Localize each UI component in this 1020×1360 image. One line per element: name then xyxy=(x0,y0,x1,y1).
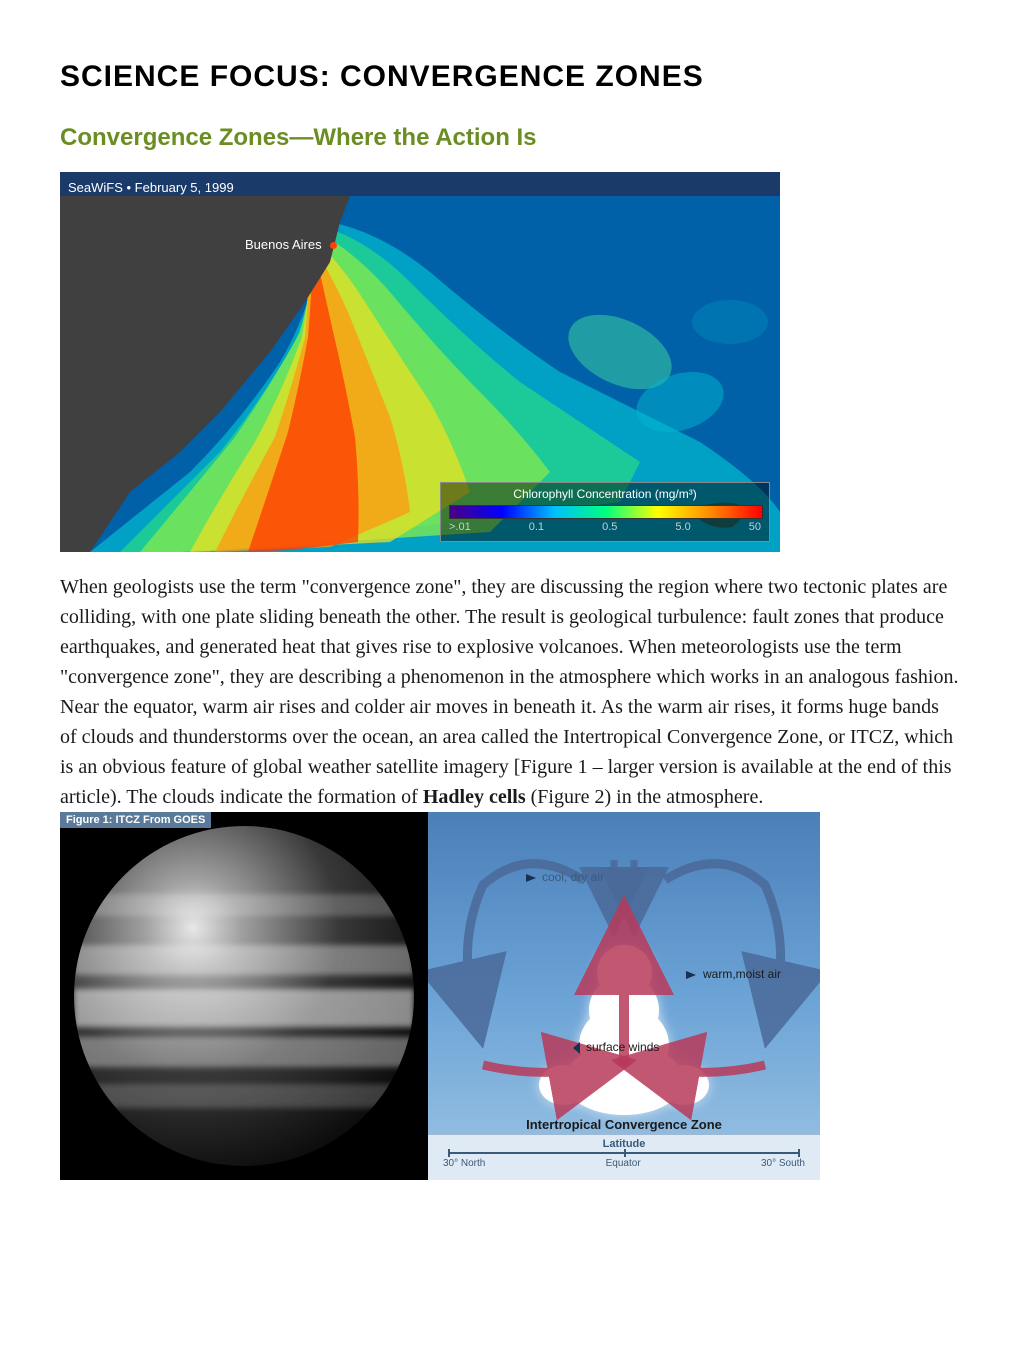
latitude-axis: Latitude 30° North Equator 30° South xyxy=(428,1134,820,1180)
figure-2-container: Figure 2: Hadley Cell Circulation xyxy=(428,812,820,1180)
colorbar-legend: Chlorophyll Concentration (mg/m³) >.01 0… xyxy=(440,482,770,542)
tick: 5.0 xyxy=(675,521,690,533)
latitude-line xyxy=(448,1152,800,1154)
colorbar-title: Chlorophyll Concentration (mg/m³) xyxy=(449,487,761,501)
tick: >.01 xyxy=(449,521,471,533)
hero-source-label: SeaWiFS • February 5, 1999 xyxy=(68,180,234,195)
cloud-band xyxy=(74,1037,414,1067)
cloud-band xyxy=(74,945,414,975)
cloud-band xyxy=(74,1084,414,1108)
article-subtitle: Convergence Zones—Where the Action Is xyxy=(60,124,960,152)
hero-seawifs-image: SeaWiFS • February 5, 1999 Buenos Aires … xyxy=(60,172,780,552)
label-itcz: Intertropical Convergence Zone xyxy=(526,1117,722,1132)
lat-south: 30° South xyxy=(761,1158,805,1169)
colorbar-gradient xyxy=(449,505,763,519)
cloud-band xyxy=(74,894,414,916)
term-hadley-cells: Hadley cells xyxy=(423,786,526,808)
lat-north: 30° North xyxy=(443,1158,485,1169)
page-title: SCIENCE FOCUS: CONVERGENCE ZONES xyxy=(60,60,960,94)
tick: 0.1 xyxy=(529,521,544,533)
figure-1-goes-globe xyxy=(60,812,428,1180)
earth-globe-bw xyxy=(74,826,414,1166)
cumulus-cloud xyxy=(534,955,714,1115)
tick: 50 xyxy=(749,521,761,533)
colorbar-ticks: >.01 0.1 0.5 5.0 50 xyxy=(449,521,761,533)
body-text-run: (Figure 2) in the atmosphere. xyxy=(526,786,764,808)
hero-city-label: Buenos Aires xyxy=(245,237,322,252)
hero-city-marker xyxy=(330,242,337,249)
body-paragraph-1: When geologists use the term "convergenc… xyxy=(60,572,960,812)
body-text-run: When geologists use the term "convergenc… xyxy=(60,576,958,808)
tick: 0.5 xyxy=(602,521,617,533)
label-warm-moist-air: warm,moist air xyxy=(703,967,781,981)
figure-1-container: Figure 1: ITCZ From GOES xyxy=(60,812,428,1180)
figure-1-caption: Figure 1: ITCZ From GOES xyxy=(60,812,211,828)
cloud-band-itcz xyxy=(74,989,414,1027)
figure-row: Figure 1: ITCZ From GOES Figure 2: Hadle… xyxy=(60,812,960,1180)
figure-2-hadley-diagram: cool, dry air warm,moist air surface win… xyxy=(428,812,820,1180)
latitude-title: Latitude xyxy=(428,1135,820,1150)
label-surface-winds: surface winds xyxy=(586,1040,659,1054)
latitude-tick-labels: 30° North Equator 30° South xyxy=(443,1158,805,1169)
label-cool-dry-air: cool, dry air xyxy=(542,870,604,884)
lat-equator: Equator xyxy=(606,1158,641,1169)
